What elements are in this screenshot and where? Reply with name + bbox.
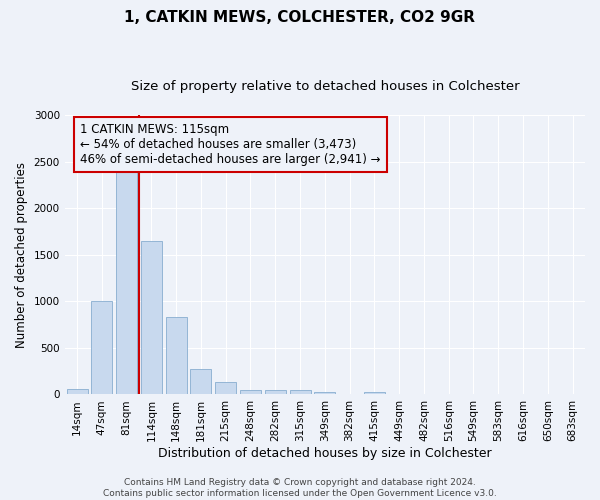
- Bar: [240, 390, 261, 394]
- Bar: [141, 241, 162, 394]
- Text: 1 CATKIN MEWS: 115sqm
← 54% of detached houses are smaller (3,473)
46% of semi-d: 1 CATKIN MEWS: 115sqm ← 54% of detached …: [80, 124, 381, 166]
- Text: 1, CATKIN MEWS, COLCHESTER, CO2 9GR: 1, CATKIN MEWS, COLCHESTER, CO2 9GR: [125, 10, 476, 25]
- Text: Contains HM Land Registry data © Crown copyright and database right 2024.
Contai: Contains HM Land Registry data © Crown c…: [103, 478, 497, 498]
- X-axis label: Distribution of detached houses by size in Colchester: Distribution of detached houses by size …: [158, 447, 491, 460]
- Bar: [215, 382, 236, 394]
- Y-axis label: Number of detached properties: Number of detached properties: [15, 162, 28, 348]
- Bar: [91, 302, 112, 394]
- Bar: [314, 392, 335, 394]
- Title: Size of property relative to detached houses in Colchester: Size of property relative to detached ho…: [131, 80, 519, 93]
- Bar: [190, 370, 211, 394]
- Bar: [67, 390, 88, 394]
- Bar: [166, 316, 187, 394]
- Bar: [364, 392, 385, 394]
- Bar: [265, 390, 286, 394]
- Bar: [290, 390, 311, 394]
- Bar: [116, 164, 137, 394]
